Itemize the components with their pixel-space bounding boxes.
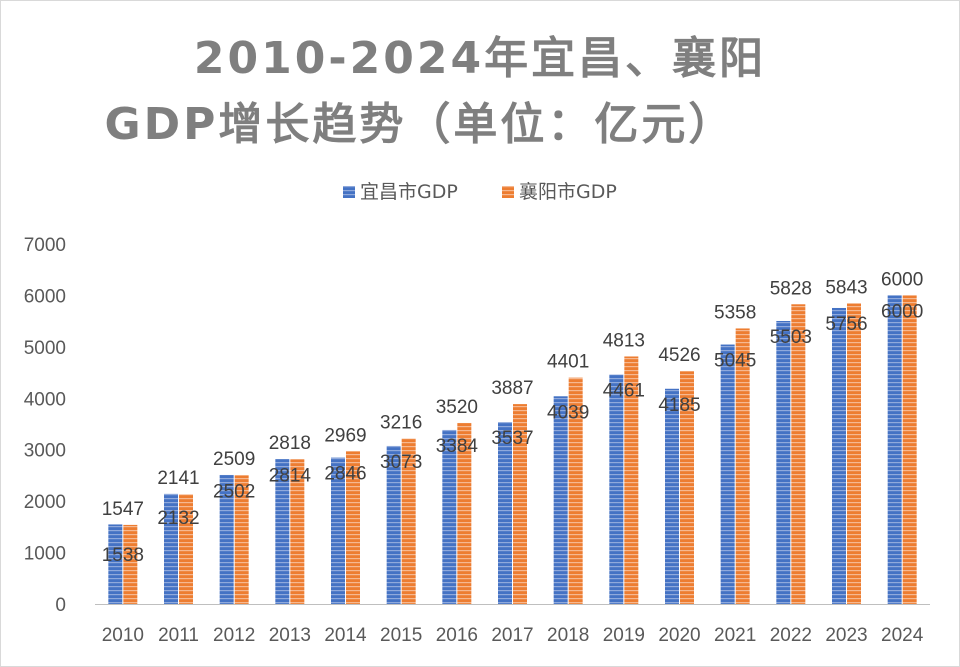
legend-label: 宜昌市GDP [360,181,458,203]
bar-series-1 [776,320,791,604]
y-tick-label: 2000 [24,492,66,513]
data-label-top: 5843 [825,278,867,299]
bar-series-2 [791,304,806,604]
data-labels: 1547 1538 2141 2132 2509 2502 2818 2814 2969 2846… [102,269,924,566]
x-tick-label: 2023 [825,625,867,646]
bar-series-2 [123,524,138,604]
bar-series-2 [401,438,416,604]
bar-series-2 [513,404,527,604]
bar-series-2 [290,459,305,604]
chart-title-line1: 2010-2024年宜昌、襄阳 [193,33,767,84]
data-label-top: 5828 [770,278,812,299]
bar-series-2 [735,328,750,604]
y-tick-label: 3000 [24,441,66,462]
bar-series-2 [680,371,694,604]
bar-series-1 [887,295,902,604]
bar-series-2 [847,303,861,604]
bar-series-2 [179,494,193,604]
data-label-inner: 3384 [436,436,479,457]
axes: 0 1000 2000 3000 4000 5000 6000 7000 2010 2011 201… [24,235,930,646]
bar-series-1 [219,474,234,604]
bar-series-1 [108,524,123,604]
x-tick-label: 2015 [380,625,422,646]
data-label-inner: 2846 [324,464,366,485]
data-label-top: 1547 [102,499,144,520]
data-label-top: 2818 [269,433,311,454]
data-label-top: 3216 [380,413,422,434]
bar-series-2 [234,475,249,604]
data-label-inner: 3537 [491,428,533,449]
data-label-inner: 3073 [380,452,422,473]
x-tick-label: 2021 [714,625,756,646]
data-label-top: 5358 [714,302,756,323]
data-label-top: 2969 [324,425,366,446]
x-tick-label: 2019 [603,625,645,646]
chart-title-line2: GDP增长趋势（单位：亿元） [104,99,736,150]
bar-series-2 [568,377,583,604]
y-tick-label: 4000 [24,389,66,410]
data-label-inner: 5756 [825,314,867,335]
data-label-inner: 5045 [714,351,756,372]
bar-series-1 [164,493,178,604]
data-label-top: 4526 [658,345,700,366]
x-tick-label: 2013 [269,625,311,646]
data-label-inner: 5503 [770,327,812,348]
data-label-top: 3887 [491,378,533,399]
bar-series-1 [609,374,624,604]
data-label-top: 4813 [603,330,645,351]
bar-series-2 [346,451,360,604]
data-label-inner: 1538 [102,545,144,566]
bar-series-1 [553,396,568,604]
bar-series-1 [832,307,846,604]
data-label-inner: 6000 [881,301,923,322]
x-tick-label: 2012 [213,625,255,646]
y-tick-label: 6000 [24,286,66,307]
data-label-inner: 2502 [213,481,255,502]
data-label-top: 2141 [157,468,199,489]
legend-swatch [343,186,355,198]
x-tick-label: 2020 [658,625,700,646]
data-label-inner: 4185 [658,395,700,416]
bar-series-1 [720,344,735,604]
bars [108,295,917,604]
data-label-top: 2509 [213,449,255,470]
bar-series-1 [665,388,679,604]
legend: 宜昌市GDP 襄阳市GDP [343,181,617,203]
legend-label: 襄阳市GDP [519,181,617,203]
bar-series-1 [275,459,290,604]
x-tick-label: 2017 [491,625,533,646]
data-label-inner: 4461 [603,381,645,402]
bar-series-1 [498,422,512,604]
bar-series-1 [386,445,401,604]
y-tick-label: 5000 [24,338,66,359]
bar-series-1 [442,429,457,604]
x-tick-label: 2014 [324,625,367,646]
data-label-inner: 2132 [157,508,199,529]
bar-series-2 [457,422,472,604]
data-label-inner: 4039 [547,402,589,423]
data-label-top: 4401 [547,352,589,373]
bar-series-1 [331,457,345,604]
y-tick-label: 7000 [24,235,66,256]
data-label-top: 3520 [436,397,478,418]
bar-series-2 [624,356,639,604]
x-tick-label: 2011 [158,625,199,646]
x-tick-label: 2022 [770,625,812,646]
x-tick-label: 2018 [547,625,589,646]
y-tick-label: 1000 [24,544,66,565]
x-tick-label: 2010 [102,625,144,646]
data-label-inner: 2814 [269,465,312,486]
data-label-top: 6000 [881,269,923,290]
legend-swatch [502,186,514,198]
x-tick-label: 2024 [881,625,924,646]
x-tick-label: 2016 [436,625,478,646]
y-tick-label: 0 [55,595,66,616]
bar-series-2 [902,295,917,604]
